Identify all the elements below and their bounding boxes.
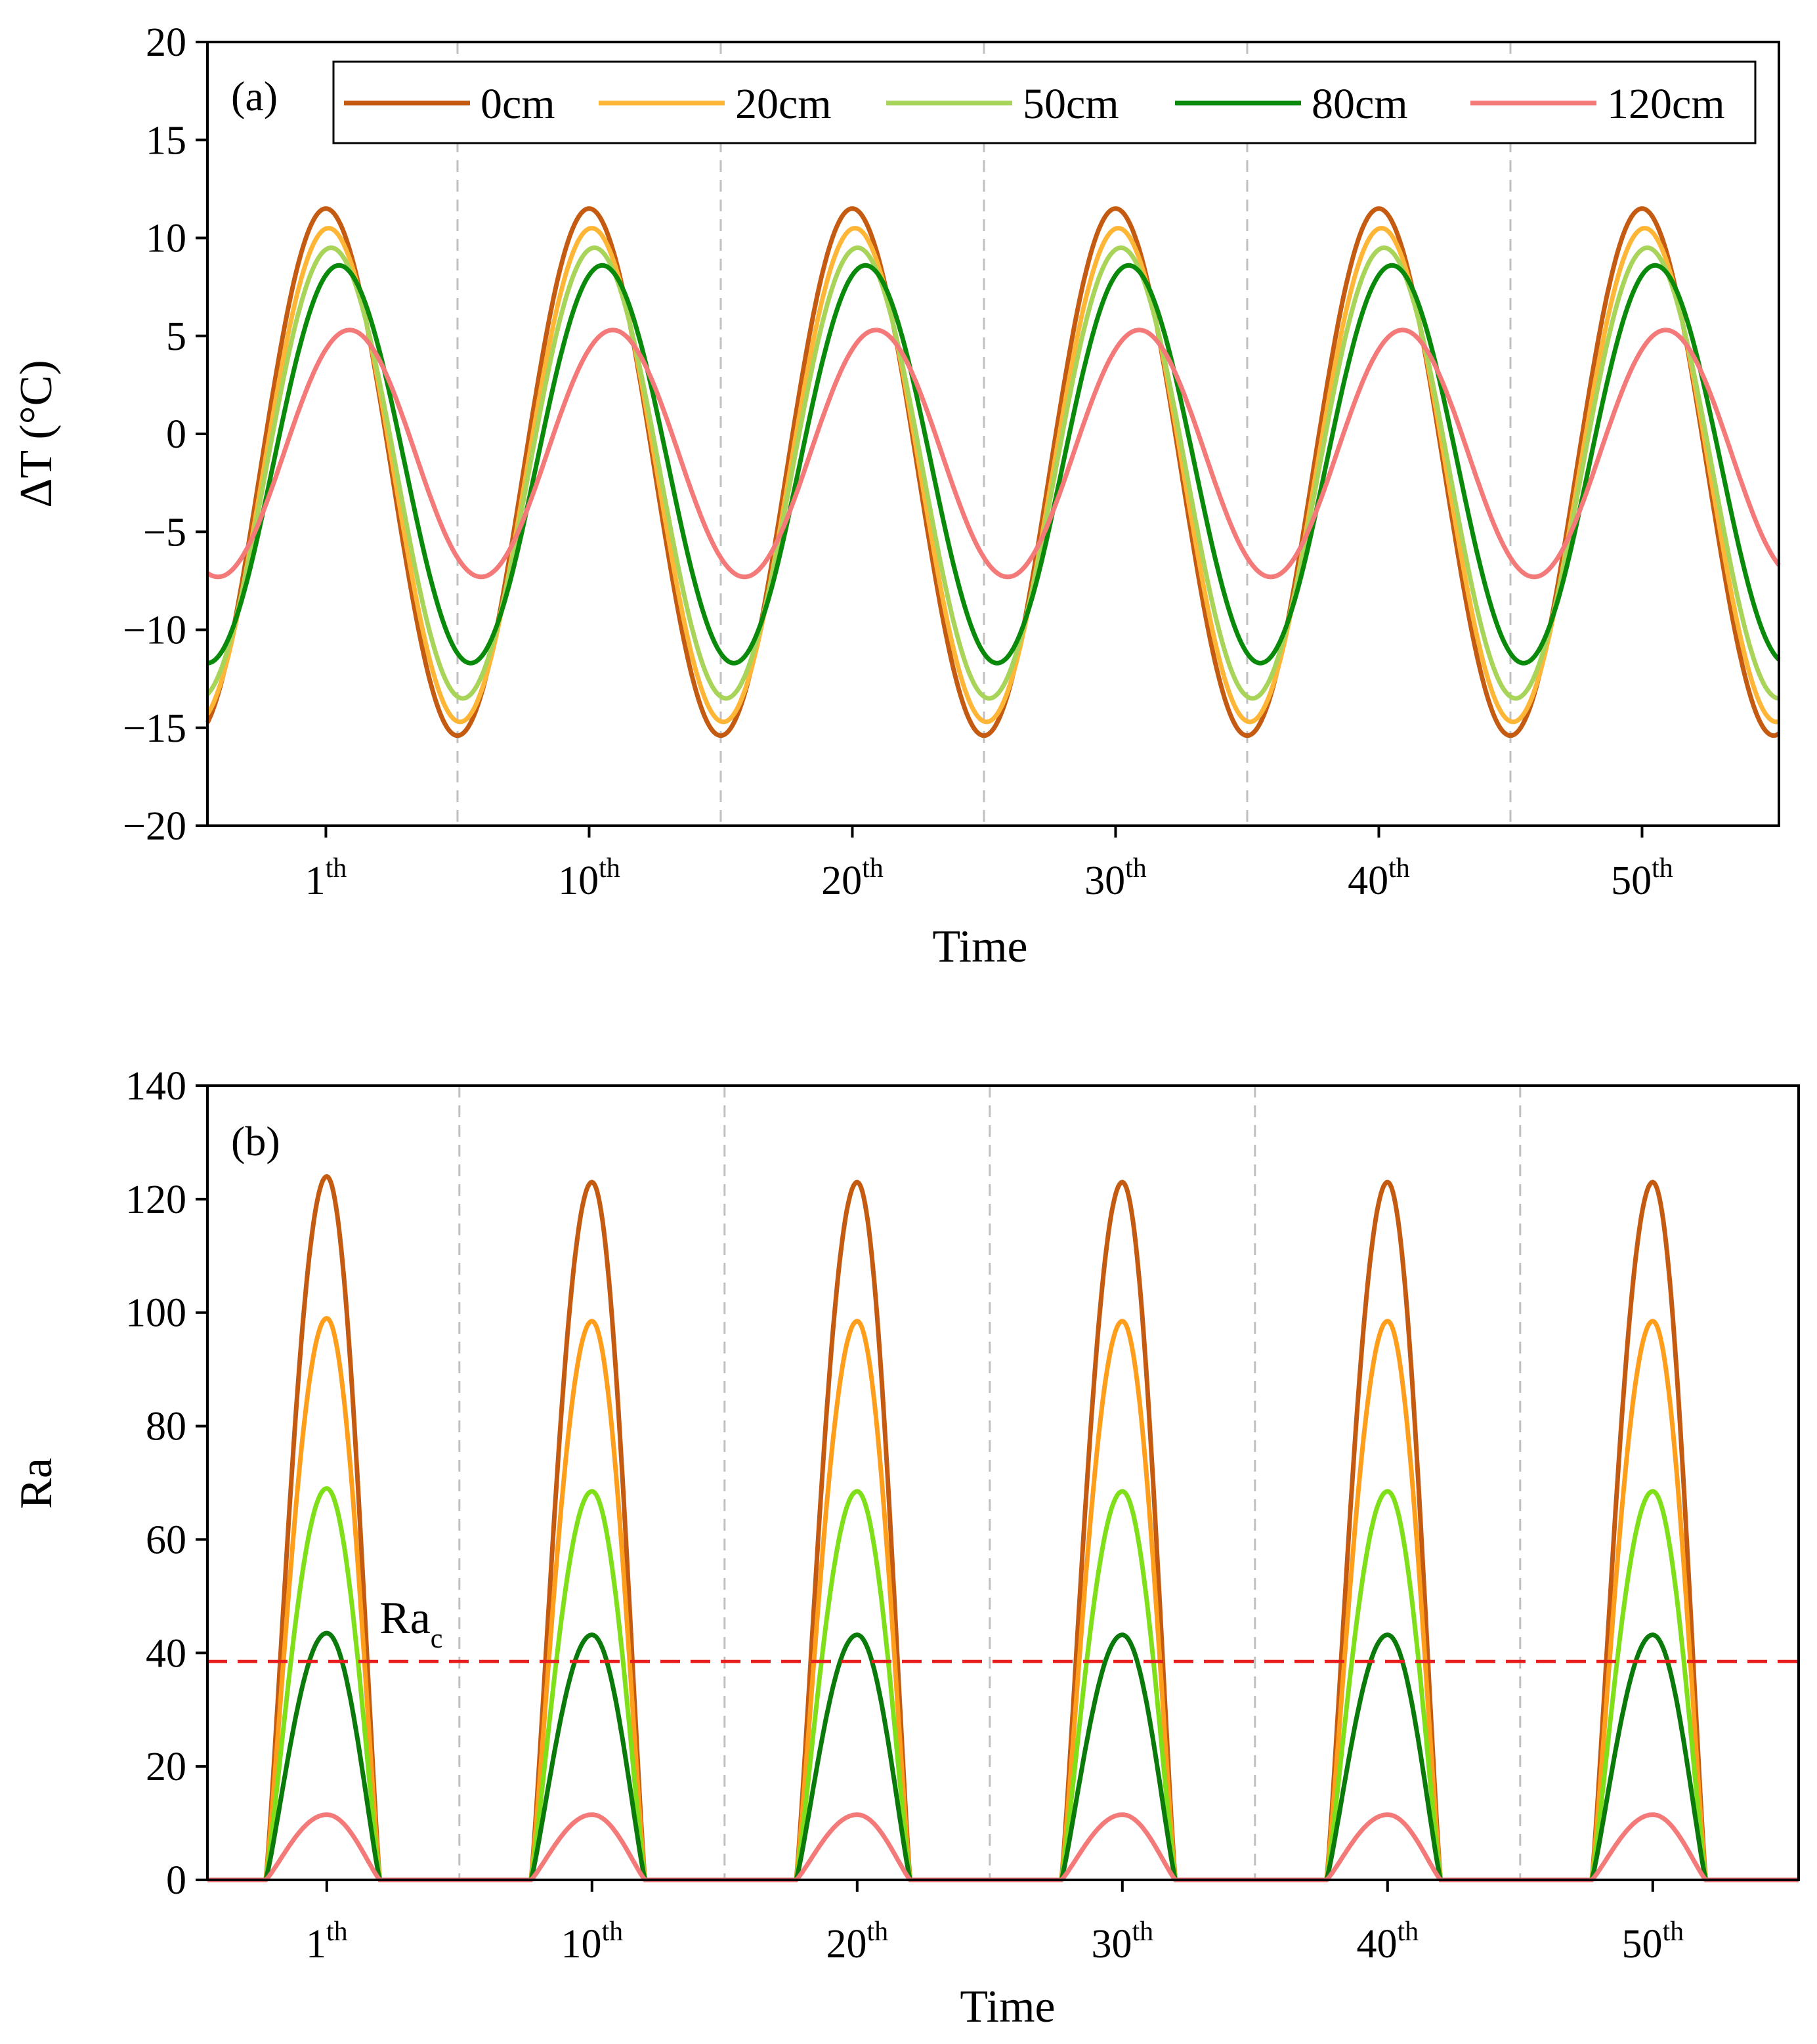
x-tick-label: 30th xyxy=(1084,853,1147,903)
series-line-50cm xyxy=(205,245,1780,701)
panel-a-vertical-gridlines xyxy=(456,42,1512,826)
x-tick-label: 40th xyxy=(1356,1917,1419,1967)
x-tick-label-superscript: th xyxy=(601,1917,623,1947)
x-tick-label: 10th xyxy=(561,1917,623,1967)
x-tick-label-base: 40 xyxy=(1356,1922,1397,1967)
y-tick-label: −20 xyxy=(123,804,186,849)
series-line-20cm xyxy=(205,226,1780,725)
x-tick-label: 40th xyxy=(1348,853,1410,903)
y-tick-label: 0 xyxy=(166,412,186,457)
x-tick-label: 1th xyxy=(305,853,347,903)
x-tick-label-superscript: th xyxy=(1397,1917,1419,1947)
series-line-20cm xyxy=(207,1315,1799,1883)
legend-label-50cm: 50cm xyxy=(1023,80,1119,128)
x-tick-label: 50th xyxy=(1611,853,1673,903)
x-tick-label: 20th xyxy=(826,1917,888,1967)
y-tick-label: 120 xyxy=(125,1178,186,1222)
y-tick-label: 140 xyxy=(125,1064,186,1109)
x-tick-label: 30th xyxy=(1091,1917,1153,1967)
x-tick-label-base: 20 xyxy=(821,859,862,903)
y-tick-label: −15 xyxy=(123,706,186,751)
x-tick-label-base: 10 xyxy=(561,1922,601,1967)
panel-a-series-lines xyxy=(205,206,1781,738)
panel-b-y-ticks: 140 120 100 80 60 40 20 0 xyxy=(125,1064,207,1903)
x-tick-label-superscript: th xyxy=(866,1917,888,1947)
x-tick-label: 20th xyxy=(821,853,884,903)
y-tick-label: 10 xyxy=(146,217,186,261)
x-tick-label-base: 1 xyxy=(305,859,326,903)
y-tick-label: 20 xyxy=(146,1745,186,1789)
x-tick-label-base: 20 xyxy=(826,1922,866,1967)
x-tick-label-base: 50 xyxy=(1611,859,1652,903)
legend-label-80cm: 80cm xyxy=(1312,80,1408,128)
panel-b-series-lines xyxy=(207,1174,1799,1883)
panel-a-x-axis-title: Time xyxy=(932,922,1027,972)
series-line-120cm xyxy=(205,328,1781,580)
x-tick-label-superscript: th xyxy=(1132,1917,1153,1947)
panel-b-y-axis-title: Ra xyxy=(11,1458,62,1509)
y-tick-label: 20 xyxy=(146,20,186,65)
x-tick-label: 1th xyxy=(306,1917,348,1967)
x-tick-label-superscript: th xyxy=(326,1917,348,1947)
series-line-0cm xyxy=(207,1174,1799,1883)
series-line-0cm xyxy=(205,206,1781,738)
panel-a-y-axis-title: ΔT (°C) xyxy=(11,360,62,507)
x-tick-label-superscript: th xyxy=(1125,853,1147,884)
series-line-80cm xyxy=(206,263,1781,666)
y-tick-label: 60 xyxy=(146,1518,186,1562)
legend-label-0cm: 0cm xyxy=(481,80,555,128)
y-tick-label: 0 xyxy=(166,1858,186,1903)
y-tick-label: 40 xyxy=(146,1631,186,1676)
panel-b-vertical-gridlines xyxy=(458,1086,1522,1880)
threshold-label-subscript: c xyxy=(431,1624,443,1654)
y-tick-label: 5 xyxy=(166,314,186,359)
x-tick-label-superscript: th xyxy=(1662,1917,1684,1947)
x-tick-label: 50th xyxy=(1621,1917,1684,1967)
x-tick-label-base: 1 xyxy=(306,1922,326,1967)
x-tick-label-superscript: th xyxy=(1388,853,1410,884)
panel-a-x-ticks: 1th 10th 20th 30th 40th 50th xyxy=(305,826,1673,903)
panel-b-x-ticks: 1th 10th 20th 30th 40th 50th xyxy=(306,1880,1684,1967)
x-tick-label-base: 30 xyxy=(1084,859,1125,903)
panel-a-legend: 0cm 20cm 50cm 80cm 120cm xyxy=(332,60,1757,144)
x-tick-label-base: 40 xyxy=(1348,859,1388,903)
panel-b-label: (b) xyxy=(231,1118,280,1164)
y-tick-label: 15 xyxy=(146,118,186,163)
x-tick-label-superscript: th xyxy=(599,853,620,884)
x-tick-label: 10th xyxy=(558,853,620,903)
panel-a-plot-frame xyxy=(206,41,1780,827)
y-tick-label: 100 xyxy=(125,1291,186,1336)
threshold-label-base: Ra xyxy=(379,1593,431,1644)
series-line-50cm xyxy=(207,1486,1799,1883)
panel-a-y-ticks: 20 15 10 5 0 −5 −10 −15 −20 xyxy=(123,20,207,849)
x-tick-label-base: 30 xyxy=(1091,1922,1132,1967)
x-tick-label-base: 50 xyxy=(1621,1922,1662,1967)
legend-label-20cm: 20cm xyxy=(735,80,832,128)
panel-b-threshold-label: Rac xyxy=(379,1593,442,1654)
legend-label-120cm: 120cm xyxy=(1607,80,1725,128)
y-tick-label: −10 xyxy=(123,608,186,653)
y-tick-label: 80 xyxy=(146,1405,186,1449)
series-line-80cm xyxy=(207,1630,1799,1883)
panel-a-label: (a) xyxy=(231,73,278,119)
y-tick-label: −5 xyxy=(143,510,186,555)
series-line-120cm xyxy=(207,1812,1799,1883)
panel-b-plot-frame xyxy=(206,1084,1800,1881)
panel-b-x-axis-title: Time xyxy=(960,1982,1055,2032)
x-tick-label-superscript: th xyxy=(326,853,347,884)
x-tick-label-superscript: th xyxy=(862,853,884,884)
x-tick-label-base: 10 xyxy=(558,859,599,903)
x-tick-label-superscript: th xyxy=(1652,853,1673,884)
